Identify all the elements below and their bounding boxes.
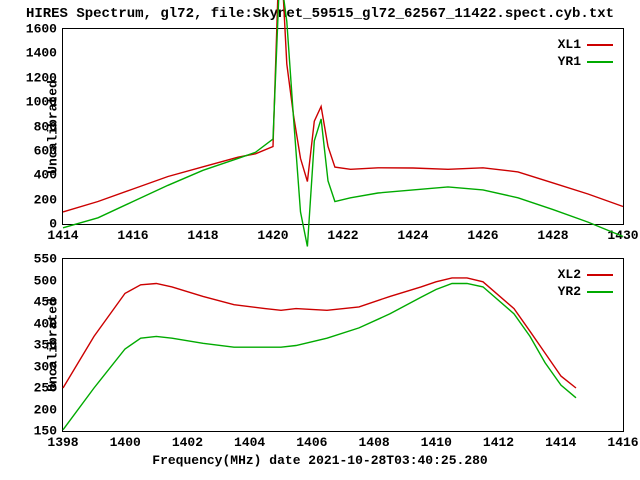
- hires-spectrum-window: HIRES Spectrum, gl72, file:Skynet_59515_…: [0, 0, 640, 480]
- top-ytick-1200: 1200: [26, 70, 57, 85]
- bottom-xtick-1414: 1414: [545, 435, 576, 450]
- top-xtick-1414: 1414: [47, 228, 78, 243]
- bottom-ytick-550: 550: [34, 252, 57, 267]
- top-ytick-400: 400: [34, 168, 57, 183]
- bottom-ytick-300: 300: [34, 359, 57, 374]
- bottom-legend-yr2: YR2: [558, 284, 613, 299]
- top-legend-xl1-swatch: [587, 44, 613, 46]
- bottom-xtick-1398: 1398: [47, 435, 78, 450]
- bottom-ytick-500: 500: [34, 273, 57, 288]
- bottom-ytick-250: 250: [34, 381, 57, 396]
- bottom-legend-xl2-swatch: [587, 274, 613, 276]
- top-xtick-1424: 1424: [397, 228, 428, 243]
- top-ytick-800: 800: [34, 119, 57, 134]
- top-ytick-1600: 1600: [26, 22, 57, 37]
- bottom-xtick-1416: 1416: [607, 435, 638, 450]
- bottom-legend-xl2-label: XL2: [558, 267, 581, 282]
- bottom-chart-line-yr2: [63, 284, 576, 430]
- top-xtick-1426: 1426: [467, 228, 498, 243]
- top-xtick-1430: 1430: [607, 228, 638, 243]
- bottom-plot-area: Uncalibrated 550 500 450 400 350 300 250…: [62, 258, 624, 432]
- bottom-xtick-1404: 1404: [234, 435, 265, 450]
- top-legend-yr1: YR1: [558, 54, 613, 69]
- top-ytick-200: 200: [34, 192, 57, 207]
- top-xtick-1418: 1418: [187, 228, 218, 243]
- bottom-legend-xl2: XL2: [558, 267, 613, 282]
- top-xtick-1416: 1416: [117, 228, 148, 243]
- bottom-xtick-1408: 1408: [358, 435, 389, 450]
- top-xtick-1422: 1422: [327, 228, 358, 243]
- bottom-chart-legend: XL2 YR2: [558, 267, 613, 301]
- top-chart-line-yr1: [63, 0, 623, 247]
- bottom-ytick-200: 200: [34, 402, 57, 417]
- bottom-xtick-1406: 1406: [296, 435, 327, 450]
- top-ytick-600: 600: [34, 143, 57, 158]
- top-legend-yr1-swatch: [587, 61, 613, 63]
- top-xtick-1428: 1428: [537, 228, 568, 243]
- top-legend-xl1: XL1: [558, 37, 613, 52]
- bottom-xtick-1402: 1402: [172, 435, 203, 450]
- top-ytick-1400: 1400: [26, 46, 57, 61]
- top-legend-xl1-label: XL1: [558, 37, 581, 52]
- top-plot-area: Uncalibrated 1600 1400 1200 1000 800 600…: [62, 28, 624, 225]
- bottom-xtick-1410: 1410: [421, 435, 452, 450]
- top-legend-yr1-label: YR1: [558, 54, 581, 69]
- bottom-ytick-400: 400: [34, 316, 57, 331]
- top-ytick-1000: 1000: [26, 95, 57, 110]
- window-title: HIRES Spectrum, gl72, file:Skynet_59515_…: [0, 6, 640, 22]
- bottom-chart-line-xl2: [63, 278, 576, 388]
- top-xtick-1420: 1420: [257, 228, 288, 243]
- top-chart: Uncalibrated 1600 1400 1200 1000 800 600…: [0, 28, 640, 228]
- bottom-legend-yr2-label: YR2: [558, 284, 581, 299]
- top-chart-line-xl1: [63, 0, 623, 212]
- bottom-ytick-450: 450: [34, 295, 57, 310]
- bottom-xaxis-title: Frequency(MHz) date 2021-10-28T03:40:25.…: [0, 453, 640, 468]
- top-chart-legend: XL1 YR1: [558, 37, 613, 71]
- bottom-chart: Uncalibrated 550 500 450 400 350 300 250…: [0, 258, 640, 458]
- bottom-ytick-350: 350: [34, 338, 57, 353]
- bottom-xtick-1400: 1400: [110, 435, 141, 450]
- bottom-legend-yr2-swatch: [587, 291, 613, 293]
- bottom-xtick-1412: 1412: [483, 435, 514, 450]
